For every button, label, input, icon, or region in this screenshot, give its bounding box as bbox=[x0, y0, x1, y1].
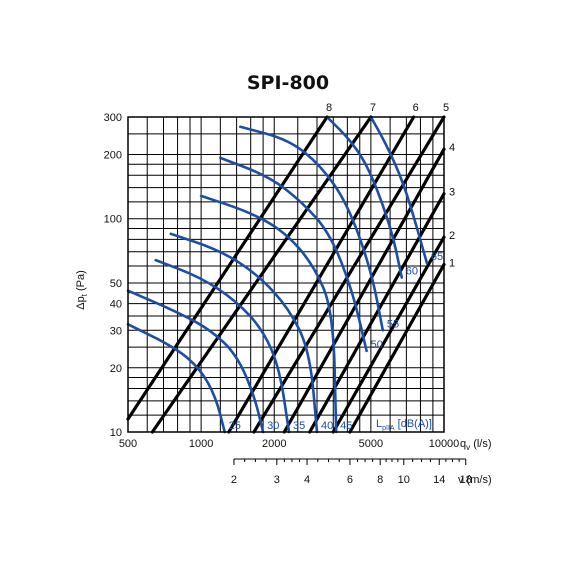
velocity-tick-label: 2 bbox=[231, 474, 237, 486]
y-tick-label: 20 bbox=[110, 363, 122, 375]
velocity-axis-label: v (m/s) bbox=[458, 474, 492, 486]
resistance-line-1 bbox=[348, 262, 446, 434]
y-tick-label: 300 bbox=[104, 112, 122, 124]
resistance-line-7 bbox=[150, 115, 373, 434]
resistance-label-8: 8 bbox=[326, 102, 332, 114]
sound-curves bbox=[126, 115, 429, 434]
velocity-tick-label: 4 bbox=[304, 474, 310, 486]
resistance-line-5 bbox=[252, 115, 446, 434]
x-tick-label: 10000 bbox=[429, 438, 460, 450]
sound-label-30: 30 bbox=[267, 420, 279, 432]
velocity-tick-label: 14 bbox=[433, 474, 445, 486]
chart-title: SPI-800 bbox=[246, 72, 330, 94]
velocity-axis: 2 3 4 6 8 10 14 18 bbox=[231, 458, 472, 486]
velocity-tick-label: 6 bbox=[347, 474, 353, 486]
sound-label-65: 65 bbox=[431, 251, 443, 263]
sound-curve-30 bbox=[126, 289, 265, 434]
resistance-line-3 bbox=[308, 192, 446, 434]
sound-curve-65 bbox=[369, 115, 429, 265]
x-tick-label: 1000 bbox=[189, 438, 213, 450]
resistance-lines bbox=[126, 115, 446, 434]
sound-curve-35 bbox=[154, 258, 291, 434]
sound-curve-40 bbox=[169, 232, 319, 434]
y-tick-label: 50 bbox=[110, 278, 122, 290]
velocity-tick-label: 10 bbox=[398, 474, 410, 486]
velocity-tick-label: 18 bbox=[460, 474, 472, 486]
resistance-label-5: 5 bbox=[443, 102, 449, 114]
y-tick-label: 10 bbox=[110, 427, 122, 439]
resistance-label-6: 6 bbox=[413, 102, 419, 114]
y-tick-label: 200 bbox=[104, 150, 122, 162]
y-tick-label: 30 bbox=[110, 325, 122, 337]
x-tick-label: 5000 bbox=[359, 438, 383, 450]
y-tick-label: 40 bbox=[110, 299, 122, 311]
x-tick-label: 500 bbox=[119, 438, 137, 450]
sound-label-60: 60 bbox=[406, 266, 418, 278]
sound-curve-45 bbox=[199, 194, 338, 434]
sound-label-50: 50 bbox=[371, 339, 383, 351]
resistance-line-6 bbox=[227, 115, 416, 434]
velocity-tick-label: 8 bbox=[377, 474, 383, 486]
resistance-label-7: 7 bbox=[370, 102, 376, 114]
resistance-line-2 bbox=[331, 235, 446, 434]
sound-label-25: 25 bbox=[229, 420, 241, 432]
chart-grid bbox=[127, 116, 445, 433]
sound-label-40: 40 bbox=[321, 420, 333, 432]
resistance-label-4: 4 bbox=[449, 142, 455, 154]
sound-label-55: 55 bbox=[387, 318, 399, 330]
sound-label-35: 35 bbox=[293, 420, 305, 432]
resistance-label-2: 2 bbox=[449, 230, 455, 242]
resistance-line-4 bbox=[282, 147, 446, 434]
sound-curve-55 bbox=[239, 125, 385, 332]
sound-curve-60 bbox=[325, 115, 404, 279]
velocity-tick-label: 3 bbox=[274, 474, 280, 486]
x-axis-label: qv (l/s) bbox=[460, 438, 492, 452]
plot-frame bbox=[127, 116, 445, 433]
sound-label-45: 45 bbox=[340, 420, 352, 432]
resistance-label-3: 3 bbox=[449, 187, 455, 199]
y-axis-label: Δpt (Pa) bbox=[75, 270, 89, 310]
resistance-line-8 bbox=[126, 115, 329, 421]
chart-labels: 500 1000 2000 5000 10000 10 20 30 40 50 100 200 300 8… bbox=[104, 102, 460, 450]
sound-curve-50 bbox=[219, 156, 368, 353]
sound-curve-25 bbox=[126, 323, 226, 434]
sound-axis-label: LpIIA [dB(A)] bbox=[376, 418, 432, 432]
resistance-label-1: 1 bbox=[449, 258, 455, 270]
y-tick-label: 100 bbox=[104, 214, 122, 226]
x-tick-label: 2000 bbox=[262, 438, 286, 450]
